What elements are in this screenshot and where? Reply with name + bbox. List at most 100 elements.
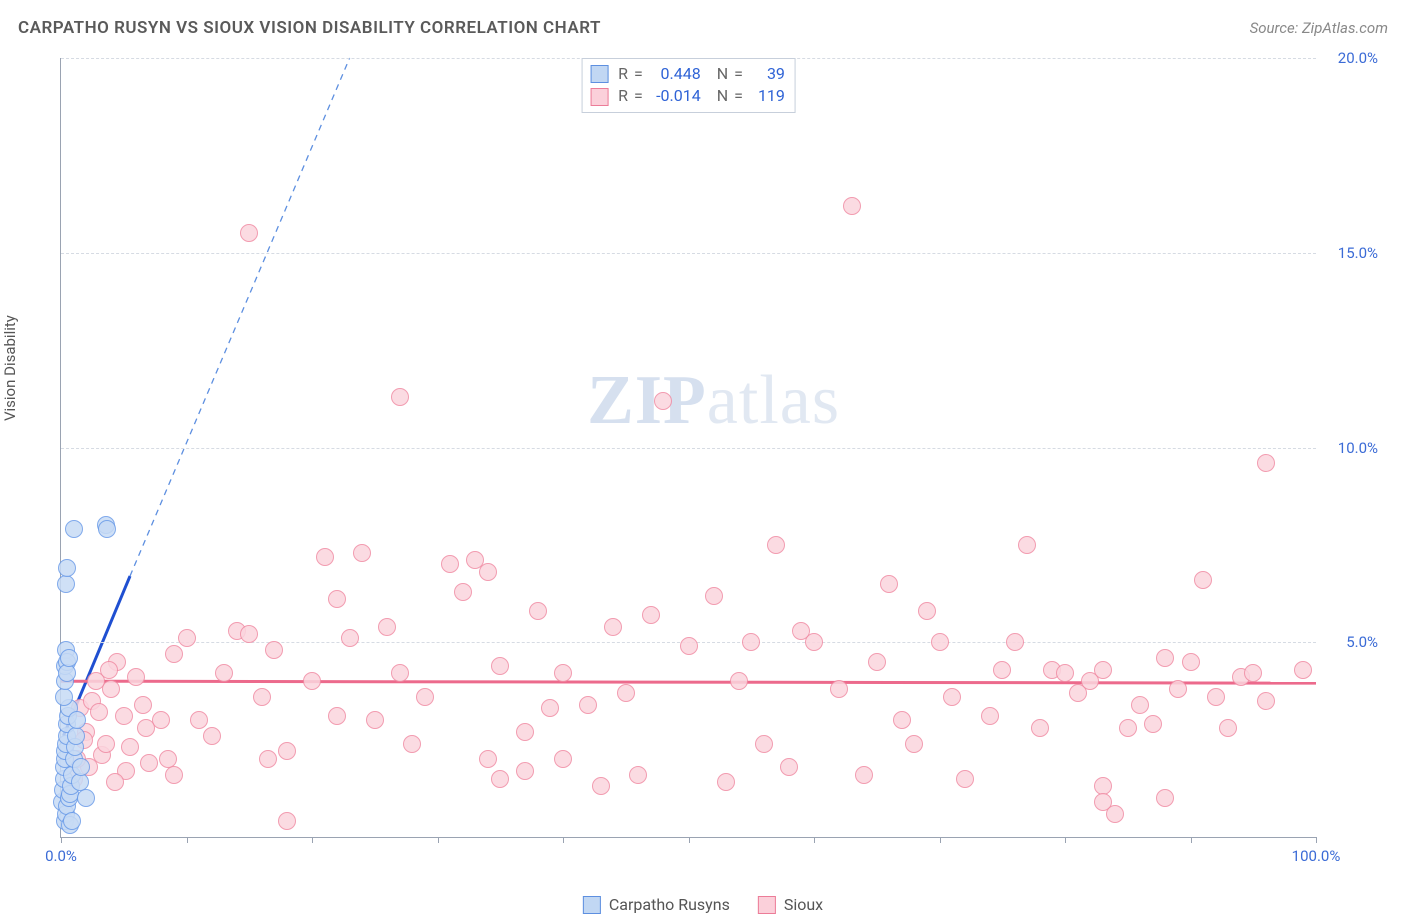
scatter-point (1294, 661, 1312, 679)
x-tick (814, 837, 815, 843)
scatter-point (159, 750, 177, 768)
x-tick-label: 0.0% (45, 847, 77, 865)
scatter-point (68, 711, 86, 729)
scatter-point (165, 766, 183, 784)
scatter-plot: ZIPatlas R=0.448N=39R=-0.014N=119 5.0%10… (60, 58, 1316, 838)
stat-row: R=0.448N=39 (590, 63, 785, 85)
scatter-point (1207, 688, 1225, 706)
scatter-point (366, 711, 384, 729)
stat-r-label: R (618, 85, 628, 107)
scatter-point (137, 719, 155, 737)
scatter-point (240, 625, 258, 643)
scatter-point (554, 750, 572, 768)
chart-title: CARPATHO RUSYN VS SIOUX VISION DISABILIT… (18, 18, 601, 38)
scatter-point (1257, 692, 1275, 710)
scatter-point (77, 789, 95, 807)
scatter-point (416, 688, 434, 706)
scatter-point (278, 742, 296, 760)
scatter-point (55, 688, 73, 706)
scatter-point (742, 633, 760, 651)
scatter-point (1094, 661, 1112, 679)
scatter-point (63, 812, 81, 830)
chart-legend: Carpatho Rusyns Sioux (583, 895, 823, 914)
scatter-point (479, 750, 497, 768)
scatter-point (1006, 633, 1024, 651)
stat-n-value: 119 (755, 85, 785, 107)
chart-header: CARPATHO RUSYN VS SIOUX VISION DISABILIT… (18, 18, 1388, 38)
scatter-point (140, 754, 158, 772)
x-tick (312, 837, 313, 843)
stat-r-value: -0.014 (649, 85, 701, 107)
scatter-point (868, 653, 886, 671)
scatter-point (97, 735, 115, 753)
scatter-point (855, 766, 873, 784)
scatter-point (303, 672, 321, 690)
scatter-point (127, 668, 145, 686)
scatter-point (1244, 664, 1262, 682)
scatter-point (1194, 571, 1212, 589)
scatter-point (341, 629, 359, 647)
scatter-point (491, 657, 509, 675)
y-tick-label: 15.0% (1338, 244, 1378, 262)
scatter-point (253, 688, 271, 706)
scatter-point (780, 758, 798, 776)
x-tick (438, 837, 439, 843)
scatter-point (215, 664, 233, 682)
stat-r-value: 0.448 (649, 63, 701, 85)
x-tick (61, 837, 62, 843)
scatter-point (1106, 805, 1124, 823)
scatter-point (65, 520, 83, 538)
scatter-point (529, 602, 547, 620)
scatter-point (353, 544, 371, 562)
scatter-point (956, 770, 974, 788)
stat-row: R=-0.014N=119 (590, 85, 785, 107)
scatter-point (1182, 653, 1200, 671)
scatter-point (705, 587, 723, 605)
stat-n-label: N (717, 63, 728, 85)
x-tick (689, 837, 690, 843)
scatter-point (1257, 454, 1275, 472)
scatter-point (730, 672, 748, 690)
scatter-point (654, 392, 672, 410)
scatter-point (642, 606, 660, 624)
scatter-point (441, 555, 459, 573)
scatter-point (1156, 789, 1174, 807)
scatter-point (87, 672, 105, 690)
scatter-point (805, 633, 823, 651)
scatter-point (106, 773, 124, 791)
legend-swatch (583, 896, 601, 914)
legend-item: Sioux (758, 895, 823, 914)
scatter-point (316, 548, 334, 566)
scatter-point (479, 563, 497, 581)
scatter-point (134, 696, 152, 714)
scatter-point (115, 707, 133, 725)
chart-area: Vision Disability ZIPatlas R=0.448N=39R=… (18, 50, 1388, 880)
scatter-point (60, 649, 78, 667)
x-tick (1191, 837, 1192, 843)
scatter-point (90, 703, 108, 721)
scatter-point (843, 197, 861, 215)
scatter-point (918, 602, 936, 620)
scatter-point (403, 735, 421, 753)
scatter-point (905, 735, 923, 753)
x-tick (940, 837, 941, 843)
scatter-point (1131, 696, 1149, 714)
legend-item: Carpatho Rusyns (583, 895, 730, 914)
stat-n-label: N (717, 85, 728, 107)
scatter-point (72, 758, 90, 776)
x-tick (187, 837, 188, 843)
legend-swatch (758, 896, 776, 914)
scatter-point (98, 520, 116, 538)
scatter-point (491, 770, 509, 788)
scatter-point (717, 773, 735, 791)
scatter-point (516, 762, 534, 780)
x-tick-label: 100.0% (1292, 847, 1341, 865)
scatter-point (830, 680, 848, 698)
y-tick-label: 10.0% (1338, 439, 1378, 457)
chart-source: Source: ZipAtlas.com (1250, 19, 1388, 37)
scatter-point (57, 575, 75, 593)
scatter-point (178, 629, 196, 647)
scatter-point (755, 735, 773, 753)
scatter-point (767, 536, 785, 554)
scatter-point (541, 699, 559, 717)
